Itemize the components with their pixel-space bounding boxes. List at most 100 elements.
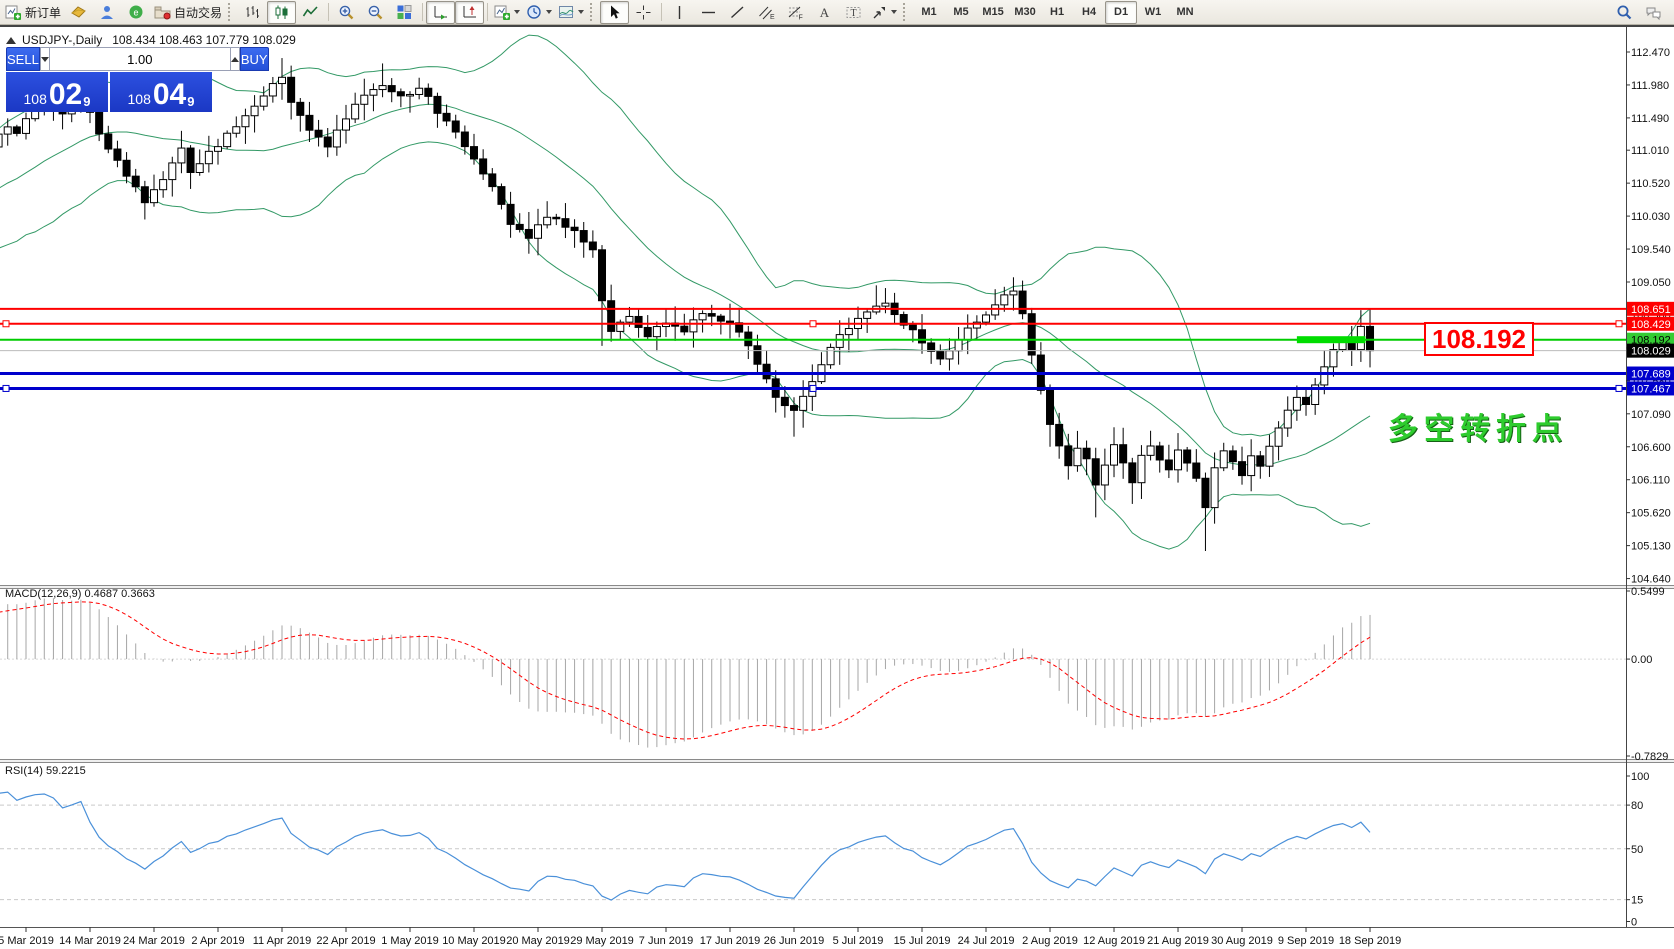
buy-price-sup: 9 [187,94,195,109]
sell-price-main: 02 [48,78,83,111]
equidistant-channel-button[interactable]: E [752,1,781,24]
macd-signal-line [0,601,1371,740]
highlight-segment[interactable] [1296,336,1366,344]
mql5-button[interactable]: e [122,1,151,24]
line-handle[interactable] [1615,384,1623,392]
toolbar-grip[interactable] [590,3,597,21]
svg-text:109.540: 109.540 [1631,244,1671,256]
svg-text:108.029: 108.029 [1631,346,1671,358]
new-order-button[interactable]: 新订单 [2,1,64,24]
buy-price-prefix: 108 [127,91,151,107]
tf-d1[interactable]: D1 [1105,0,1138,24]
price-tag-annotation[interactable]: 108.192 [1424,322,1534,356]
panel-splitter[interactable] [0,759,1674,763]
toolbar-separator [661,3,663,21]
current-price-label: 108.029 [1627,343,1674,358]
search-button[interactable] [1610,1,1639,24]
trendline-button[interactable] [723,1,752,24]
line-chart-button[interactable] [296,1,325,24]
macd-panel: 0.5499 0.00 -0.7829 [0,586,1668,763]
svg-text:E: E [770,14,775,21]
svg-text:18 Sep 2019: 18 Sep 2019 [1339,935,1401,947]
profiles-button[interactable] [523,1,555,24]
volume-decrease-button[interactable] [39,47,50,71]
tf-h4[interactable]: H4 [1082,6,1097,18]
svg-text:1 May 2019: 1 May 2019 [381,935,438,947]
collapse-trade-panel-icon[interactable] [6,36,16,44]
chart-canvas[interactable]: 112.470 111.980 111.490 111.010 110.520 110.0… [0,27,1674,949]
tf-m1[interactable]: M1 [921,6,937,18]
tf-m5[interactable]: M5 [953,6,969,18]
line-handle[interactable] [809,384,817,392]
chart-window[interactable]: 112.470 111.980 111.490 111.010 110.520 110.0… [0,25,1674,949]
arrows-button[interactable] [868,1,900,24]
horizontal-line-button[interactable] [694,1,723,24]
bar-chart-button[interactable] [238,1,267,24]
volume-increase-button[interactable] [229,47,240,71]
tf-m30[interactable]: M30 [1014,6,1036,18]
time-scale[interactable]: 5 Mar 2019 14 Mar 2019 24 Mar 2019 2 Apr 20… [0,927,1401,947]
sell-price[interactable]: 108 02 9 [6,72,108,112]
line-handle[interactable] [2,320,10,328]
zoom-in-button[interactable] [332,1,361,24]
fibonacci-button[interactable]: F [781,1,810,24]
community-button[interactable] [93,1,122,24]
line-chart-icon [302,4,319,21]
svg-text:110.520: 110.520 [1631,178,1670,190]
text-label-button[interactable]: T [839,1,868,24]
tile-windows-button[interactable] [390,1,419,24]
svg-text:24 Mar 2019: 24 Mar 2019 [123,935,185,947]
panel-splitter[interactable] [0,585,1674,589]
svg-text:108.429: 108.429 [1631,319,1671,331]
buy-button[interactable]: BUY [239,47,269,71]
svg-text:0: 0 [1631,917,1637,929]
volume-input[interactable] [49,47,230,71]
candlestick-button[interactable] [267,0,297,24]
svg-text:111.980: 111.980 [1631,80,1669,92]
cursor-button[interactable] [600,0,630,24]
chat-button[interactable] [1639,1,1668,24]
level-lines[interactable] [0,307,1626,392]
level-price-label: 108.429 [1627,316,1674,331]
svg-text:30 Aug 2019: 30 Aug 2019 [1211,935,1273,947]
svg-text:50: 50 [1631,844,1643,856]
svg-text:-0.7829: -0.7829 [1631,751,1668,763]
sell-price-prefix: 108 [23,91,47,107]
line-handle[interactable] [2,384,10,392]
tf-mn[interactable]: MN [1176,6,1194,18]
autotrading-button[interactable]: 自动交易 [151,1,225,24]
text-button[interactable]: A [810,1,839,24]
toolbar-grip[interactable] [228,3,235,21]
zoom-out-button[interactable] [361,1,390,24]
turning-point-annotation[interactable]: 多空转折点 [1388,413,1568,446]
templates-button[interactable] [555,1,587,24]
svg-text:2 Aug 2019: 2 Aug 2019 [1022,935,1078,947]
level-price-label: 107.467 [1627,381,1674,396]
new-chart-button[interactable] [491,1,523,24]
community-icon [99,4,116,21]
buy-price[interactable]: 108 04 9 [110,72,212,112]
sell-button[interactable]: SELL [6,47,40,71]
line-handle[interactable] [1615,320,1623,328]
svg-text:15 Jul 2019: 15 Jul 2019 [894,935,951,947]
auto-scroll-button[interactable] [426,0,456,24]
new-order-icon [5,4,22,21]
svg-text:107.090: 107.090 [1631,409,1671,421]
chart-shift-button[interactable] [455,0,485,24]
vertical-line-button[interactable] [665,1,694,24]
crosshair-button[interactable] [629,1,658,24]
tf-m15[interactable]: M15 [982,6,1004,18]
svg-text:17 Jun 2019: 17 Jun 2019 [700,935,761,947]
tf-w1[interactable]: W1 [1144,6,1162,18]
history-center-button[interactable] [64,1,93,24]
svg-text:107.467: 107.467 [1631,383,1671,395]
svg-text:29 May 2019: 29 May 2019 [570,935,634,947]
toolbar-grip[interactable] [903,3,910,21]
tf-h1[interactable]: H1 [1050,6,1065,18]
spinner-up-icon [230,56,239,62]
buy-price-main: 04 [152,78,187,111]
line-handle[interactable] [809,320,817,328]
bar-chart-icon [244,4,261,21]
rsi-label: RSI(14) 59.2215 [5,765,86,777]
search-icon [1616,4,1633,21]
